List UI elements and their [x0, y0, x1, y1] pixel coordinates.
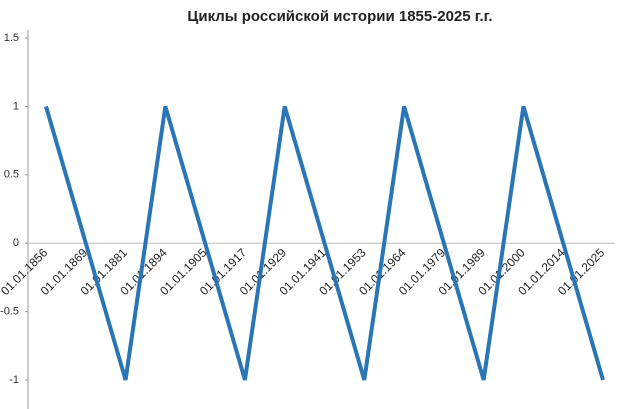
y-tick-label: 1.5: [4, 32, 19, 44]
line-series: [44, 105, 605, 381]
y-tick-label: -1: [9, 374, 19, 386]
y-tick-label: 1: [13, 100, 19, 112]
y-tick-label: 0.5: [4, 169, 19, 181]
chart-title: Циклы российской истории 1855-2025 г.г.: [187, 8, 492, 25]
y-tick-label: 0: [13, 237, 19, 249]
y-tick-label: -0.5: [0, 306, 19, 318]
